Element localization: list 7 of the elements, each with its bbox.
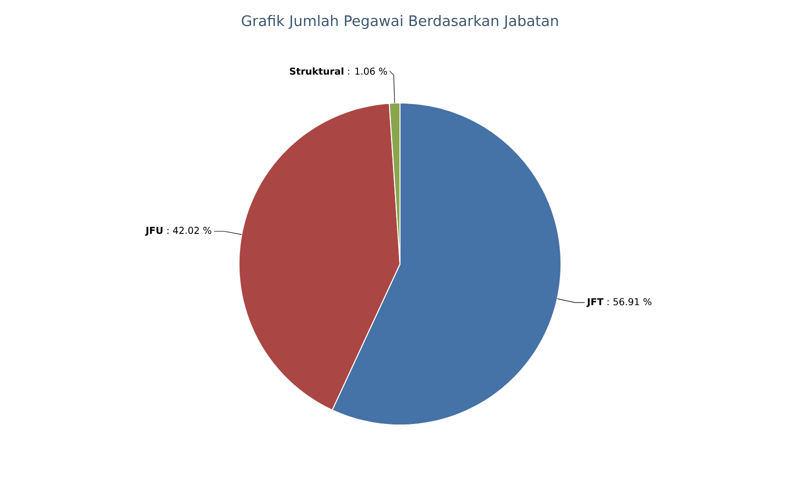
chart-title: Grafik Jumlah Pegawai Berdasarkan Jabatan: [242, 14, 558, 30]
slice-label: JFU: [145, 226, 162, 236]
data-label: : 1.06 %: [348, 68, 387, 75]
data-label: : 56.91 %: [608, 298, 652, 306]
slice-label: Struktural: [290, 67, 344, 75]
slice-label: JFT: [586, 298, 604, 308]
data-label: : 42.02 %: [167, 226, 212, 234]
